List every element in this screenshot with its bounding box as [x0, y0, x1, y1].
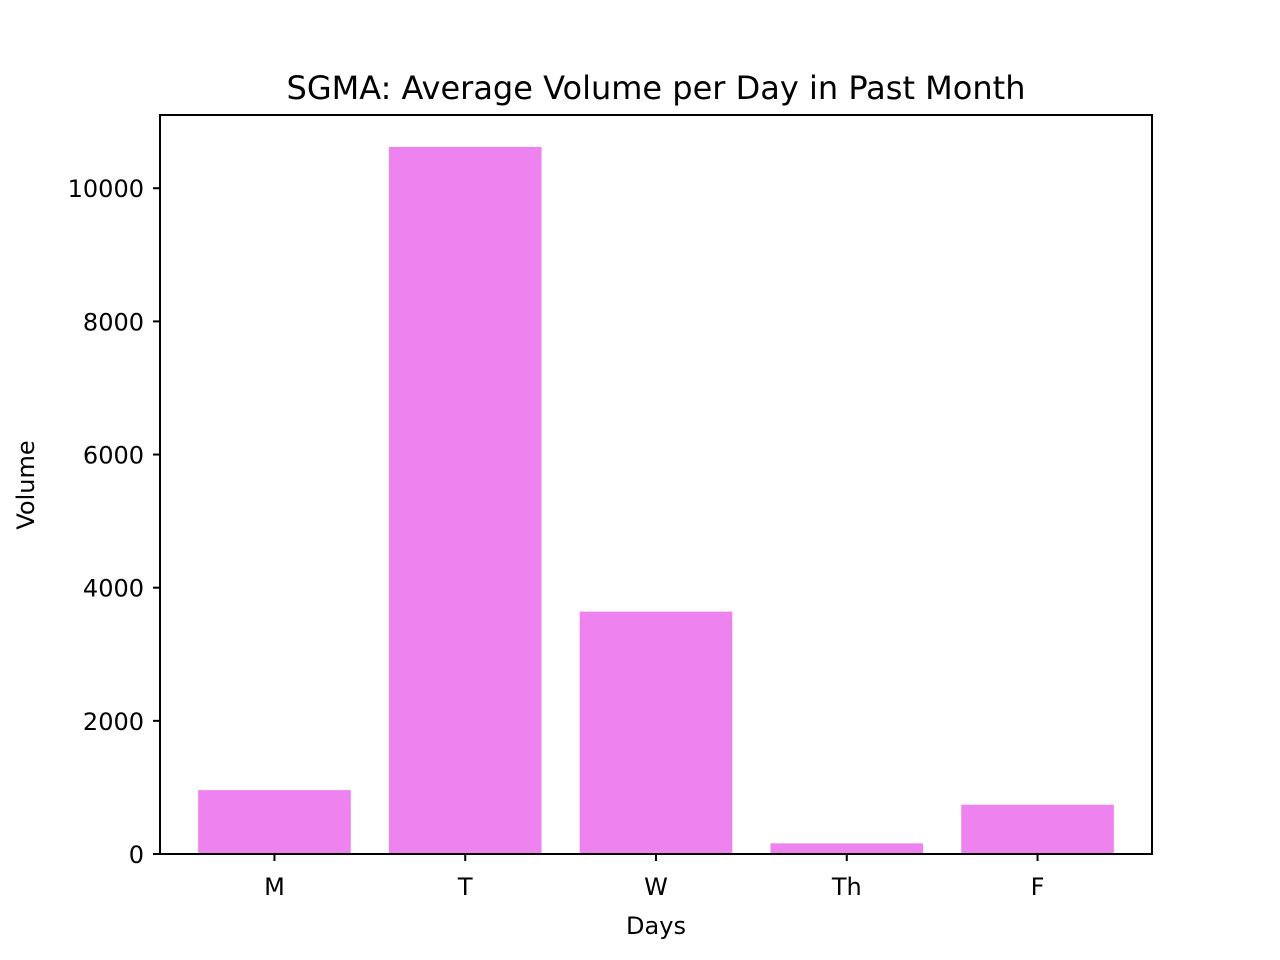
- y-tick-label: 8000: [83, 308, 144, 336]
- x-axis-label: Days: [626, 912, 686, 940]
- bar-th: [770, 843, 924, 854]
- bar-w: [579, 611, 733, 854]
- x-tick-label: F: [1031, 873, 1045, 901]
- plot-frame: [159, 114, 1153, 855]
- bar-f: [961, 804, 1114, 854]
- y-tick-label: 6000: [83, 442, 144, 470]
- x-axis-ticks: M T W Th F: [264, 854, 1044, 901]
- bar-t: [388, 146, 542, 854]
- y-tick-label: 10000: [68, 175, 144, 203]
- x-tick-label: M: [264, 873, 285, 901]
- y-tick-label: 2000: [83, 708, 144, 736]
- y-axis-label: Volume: [12, 440, 40, 529]
- x-tick-label: W: [644, 873, 668, 901]
- bar-m: [198, 790, 351, 854]
- y-tick-label: 0: [129, 841, 144, 869]
- x-tick-label: Th: [831, 873, 862, 901]
- bars-group: [198, 146, 1114, 854]
- y-axis-ticks: 0 2000 4000 6000 8000 10000: [68, 175, 160, 869]
- chart-title: SGMA: Average Volume per Day in Past Mon…: [287, 69, 1026, 107]
- x-tick-label: T: [457, 873, 473, 901]
- y-tick-label: 4000: [83, 575, 144, 603]
